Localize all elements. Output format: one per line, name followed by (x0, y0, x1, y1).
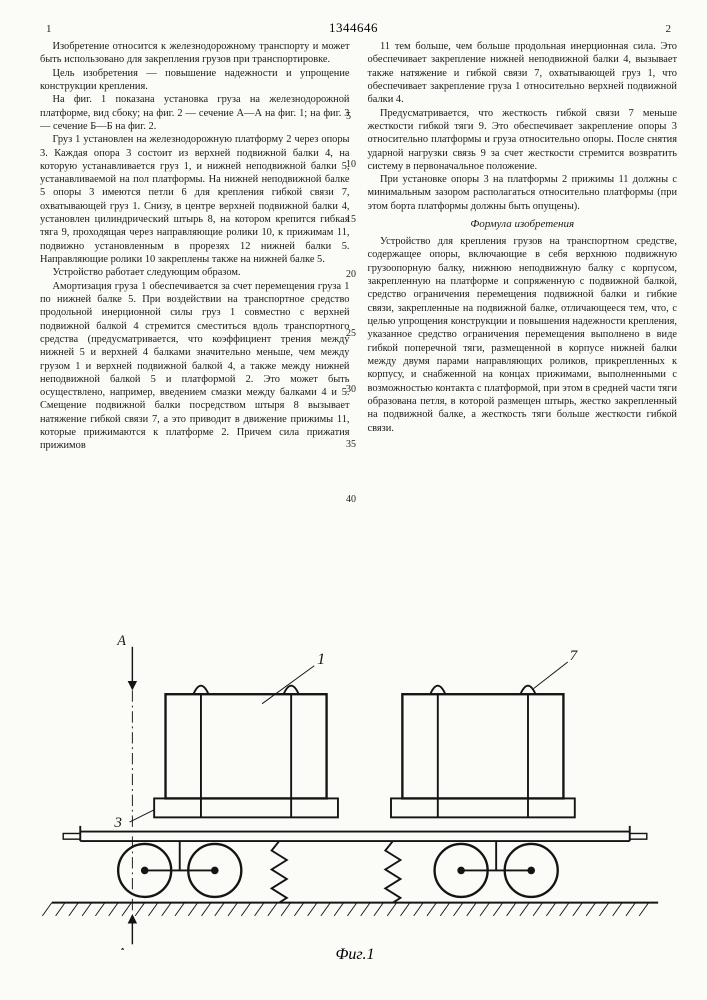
paragraph: Изобретение относится к железнодорожному… (40, 40, 350, 67)
paragraph: Амортизация груза 1 обеспечивается за сч… (40, 280, 350, 453)
paragraph: Груз 1 установлен на железнодорожную пла… (40, 133, 350, 266)
paragraph: 11 тем больше, чем больше продольная ине… (368, 40, 678, 107)
line-number: 10 (346, 160, 356, 170)
column-number-left: 1 (46, 22, 52, 36)
figure-1-caption: Фиг.1 (35, 946, 675, 964)
paragraph: При установке опоры 3 на платформы 2 при… (368, 173, 678, 213)
line-number: 15 (346, 215, 356, 225)
line-number: 25 (346, 329, 356, 339)
column-right: 2 11 тем больше, чем больше продольная и… (368, 40, 678, 570)
line-number: 20 (346, 270, 356, 280)
paragraph: Цель изобретения — повышение надежности … (40, 67, 350, 94)
column-number-right: 2 (666, 22, 672, 36)
svg-text:7: 7 (570, 647, 579, 664)
figure-1: 7 1 3 A A Фиг.1 (35, 590, 675, 980)
line-number: 30 (346, 385, 356, 395)
formula-heading: Формула изобретения (368, 217, 678, 231)
paragraph: Предусматривается, что жесткость гибкой … (368, 107, 678, 174)
svg-text:1: 1 (317, 651, 325, 668)
figure-1-svg: 7 1 3 A A (35, 590, 675, 950)
svg-text:A: A (116, 633, 126, 649)
column-left: 1 Изобретение относится к железнодорожно… (40, 40, 350, 570)
page: 1344646 1 Изобретение относится к железн… (0, 0, 707, 1000)
document-number: 1344646 (28, 20, 679, 36)
paragraph: Устройство для крепления грузов на транс… (368, 235, 678, 435)
svg-text:3: 3 (113, 814, 122, 831)
text-columns: 1 Изобретение относится к железнодорожно… (40, 40, 677, 570)
line-number: 5 (346, 112, 351, 122)
svg-text:A: A (116, 946, 126, 950)
paragraph: Устройство работает следующим образом. (40, 266, 350, 279)
paragraph: На фиг. 1 показана установка груза на же… (40, 93, 350, 133)
line-number: 40 (346, 495, 356, 505)
line-number: 35 (346, 440, 356, 450)
